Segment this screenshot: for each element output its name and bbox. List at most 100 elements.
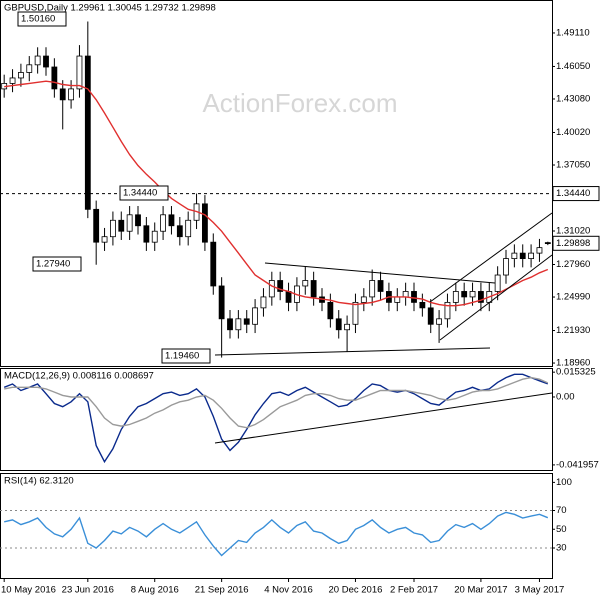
x-tick-label: 10 May 2016: [1, 585, 56, 596]
candle-body: [9, 77, 16, 84]
series-line: [4, 511, 549, 557]
candle-body: [452, 291, 459, 303]
candle-body: [344, 323, 350, 331]
annotation-box: [32, 256, 82, 272]
candle-body: [285, 291, 292, 303]
candle-body: [201, 203, 208, 243]
candle-body: [59, 88, 66, 101]
candle-body: [528, 252, 535, 259]
candle-body: [494, 274, 501, 292]
candle-body: [185, 219, 192, 238]
candle-body: [402, 291, 409, 298]
candle-body: [369, 280, 376, 298]
candle-body: [461, 291, 468, 298]
panel-title: RSI(14) 62.3120: [4, 476, 74, 487]
y-tick-label: 1.27960: [556, 259, 590, 270]
candle-body: [218, 285, 225, 320]
candle-body: [536, 247, 543, 254]
candle-body: [227, 318, 233, 331]
trend-line: [214, 347, 491, 356]
candle-body: [544, 242, 551, 245]
panel-title: MACD(12,26,9) 0.008116 0.008697: [4, 371, 154, 382]
candle-body: [519, 252, 526, 259]
candle-body: [110, 219, 116, 238]
candle-body: [394, 296, 401, 303]
candle-body: [411, 291, 417, 303]
candle-body: [68, 88, 74, 101]
panel-frame: [0, 473, 553, 579]
level-box: [552, 186, 600, 202]
series-line: [4, 376, 549, 429]
candle-body: [76, 55, 83, 90]
y-tick-label: 1.18960: [556, 358, 590, 369]
series-line: [4, 80, 549, 307]
current-price: 1.29898: [556, 238, 590, 249]
candle-body: [477, 291, 484, 303]
trend-line: [214, 392, 553, 444]
y-tick-label: 1.40020: [556, 127, 590, 138]
candle-body: [352, 301, 359, 325]
y-tick-label: -0.041957: [556, 459, 599, 470]
candle-body: [51, 66, 58, 90]
series-line: [3, 373, 549, 464]
x-tick-label: 20 Mar 2017: [454, 585, 507, 596]
y-tick-label: 70: [556, 505, 567, 516]
annotation-box: [17, 11, 67, 27]
candle-body: [335, 318, 342, 331]
y-tick-label: 1.31020: [556, 226, 590, 237]
y-tick-label: 1.37050: [556, 160, 590, 171]
y-tick-label: 1.24990: [556, 292, 590, 303]
x-tick-label: 20 Dec 2016: [329, 585, 383, 596]
candle-body: [168, 214, 175, 227]
trend-line: [429, 212, 553, 303]
candle-body: [469, 291, 476, 298]
y-tick-label: 1.49110: [556, 27, 590, 38]
candle-body: [235, 318, 242, 331]
y-tick-label: 100: [556, 477, 572, 488]
candle-body: [118, 219, 125, 232]
candle-body: [135, 214, 141, 227]
candle-body: [419, 301, 426, 309]
x-tick-label: 23 Jun 2016: [62, 585, 114, 596]
x-tick-label: 8 Aug 2016: [131, 585, 179, 596]
candle-body: [26, 64, 33, 73]
annotation: 1.27940: [36, 259, 70, 270]
candle-body: [302, 280, 309, 287]
panel-frame: [0, 368, 553, 471]
annotation: 1.19460: [165, 351, 199, 362]
candle-body: [427, 307, 434, 325]
trend-lines: [214, 212, 553, 444]
candle-body: [84, 55, 91, 210]
candle-body: [101, 236, 108, 243]
trend-line: [264, 262, 496, 284]
candle-body: [503, 258, 509, 276]
y-tick-label: 50: [556, 524, 567, 535]
y-tick-label: 1.43080: [556, 93, 590, 104]
annotation: 1.50160: [21, 14, 55, 25]
y-tick-label: 0.015325: [556, 367, 596, 378]
trend-line: [439, 254, 553, 341]
candle-body: [34, 55, 41, 66]
candle-body: [93, 208, 100, 243]
level-label: 1.34440: [556, 188, 590, 199]
watermark: ActionForex.com: [202, 88, 397, 118]
candle-body: [210, 241, 217, 287]
x-tick-label: 21 Sep 2016: [195, 585, 249, 596]
x-tick-label: 2 Feb 2017: [390, 585, 438, 596]
candle-body: [43, 55, 49, 68]
candle-body: [268, 280, 275, 298]
x-tick-label: 3 May 2017: [515, 585, 565, 596]
candle-body: [243, 318, 250, 325]
candle-body: [310, 280, 317, 298]
candle-body: [436, 318, 442, 325]
candle-body: [260, 296, 267, 309]
candle-body: [360, 296, 367, 303]
candle-body: [511, 252, 518, 259]
y-tick-label: 1.21930: [556, 325, 590, 336]
x-tick-label: 4 Nov 2016: [264, 585, 313, 596]
annotation-box: [119, 185, 169, 201]
y-tick-label: 30: [556, 543, 567, 554]
price-box: [552, 235, 600, 251]
y-tick-label: 1.46050: [556, 61, 590, 72]
